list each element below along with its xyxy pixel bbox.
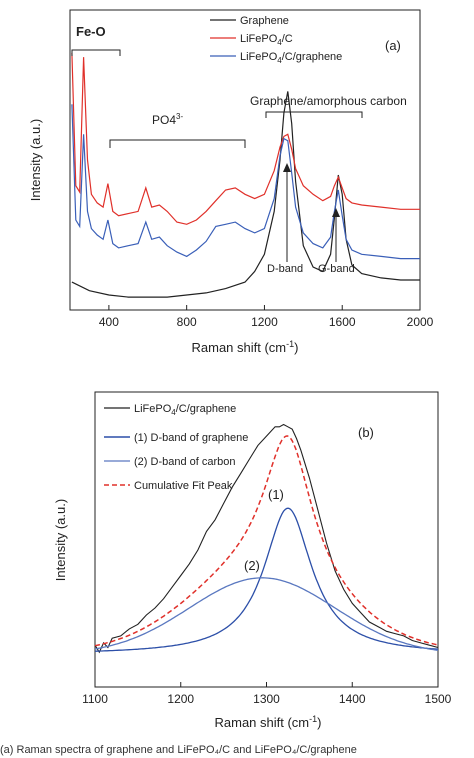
legend-label-d-band-graphene: (1) D-band of graphene <box>134 432 248 444</box>
panel-b-legend: LiFePO4/C/graphene (1) D-band of graphen… <box>104 403 248 492</box>
panel-a-x-tick-label: 2000 <box>407 315 434 329</box>
legend-label-lifepo4-c: LiFePO4/C <box>240 33 293 47</box>
panel-a-y-axis-title: Intensity (a.u.) <box>28 119 43 201</box>
annotation-fe-o: Fe-O <box>76 24 106 39</box>
panel-b-x-tick-label: 1100 <box>82 692 108 706</box>
peak-label-1: (1) <box>268 487 284 502</box>
legend-label-measured: LiFePO4/C/graphene <box>134 403 236 417</box>
panel-a-x-tick-label: 400 <box>99 315 119 329</box>
panel-b-x-tick-label: 1500 <box>425 692 452 706</box>
panel-b-x-axis-title: Raman shift (cm-1) <box>215 714 322 730</box>
legend-label-cumulative-fit: Cumulative Fit Peak <box>134 480 233 492</box>
panel-b-y-axis-title: Intensity (a.u.) <box>53 499 68 581</box>
panel-b-x-tick-label: 1200 <box>167 692 194 706</box>
bracket-fe-o <box>71 49 121 56</box>
panel-a-plot-frame <box>69 9 421 311</box>
panel-a-x-tick-label: 1200 <box>251 315 278 329</box>
annotation-graphene-carbon: Graphene/amorphous carbon <box>250 94 407 108</box>
panel-a-x-tick-label: 1600 <box>329 315 356 329</box>
legend-label-graphene: Graphene <box>240 15 289 27</box>
peak-label-2: (2) <box>244 558 260 573</box>
g-band-arrow <box>332 208 340 217</box>
series-line-lifepo4-c <box>71 52 420 225</box>
bracket-graphene-carbon <box>265 111 363 118</box>
series-line-measured <box>94 423 439 654</box>
panel-b-label: (b) <box>358 425 374 440</box>
panel-b-x-tick-label: 1400 <box>339 692 366 706</box>
annotation-d-band: D-band <box>267 263 303 275</box>
panel-a-legend: Graphene LiFePO4/C LiFePO4/C/graphene <box>210 15 342 65</box>
panel-b-x-tick-label: 1300 <box>253 692 280 706</box>
annotation-po4: PO43- <box>152 112 183 127</box>
series-line-cumulative-fit-peak <box>94 435 439 647</box>
d-band-arrow <box>283 163 291 172</box>
panel-a-x-tick-label: 800 <box>177 315 197 329</box>
series-line-lifepo4-c-graphene <box>71 104 420 260</box>
bracket-po4 <box>109 139 246 148</box>
figure-caption: (a) Raman spectra of graphene and LiFePO… <box>0 744 357 756</box>
series-line-2-d-band-of-carbon <box>94 577 439 651</box>
panel-a-x-axis-title: Raman shift (cm-1) <box>192 339 299 355</box>
panel-a-label: (a) <box>385 38 401 53</box>
annotation-g-band: G-band <box>318 263 355 275</box>
panel-a: 400 800 1200 1600 2000 (a) Intensity (a.u.) … <box>28 9 434 355</box>
series-line-1-d-band-of-graphene <box>95 507 439 652</box>
legend-label-lifepo4-c-graphene: LiFePO4/C/graphene <box>240 51 342 65</box>
legend-label-d-band-carbon: (2) D-band of carbon <box>134 456 236 468</box>
panel-b: 1100 1200 1300 1400 1500 (b) Intensity (a.u.… <box>53 391 452 730</box>
